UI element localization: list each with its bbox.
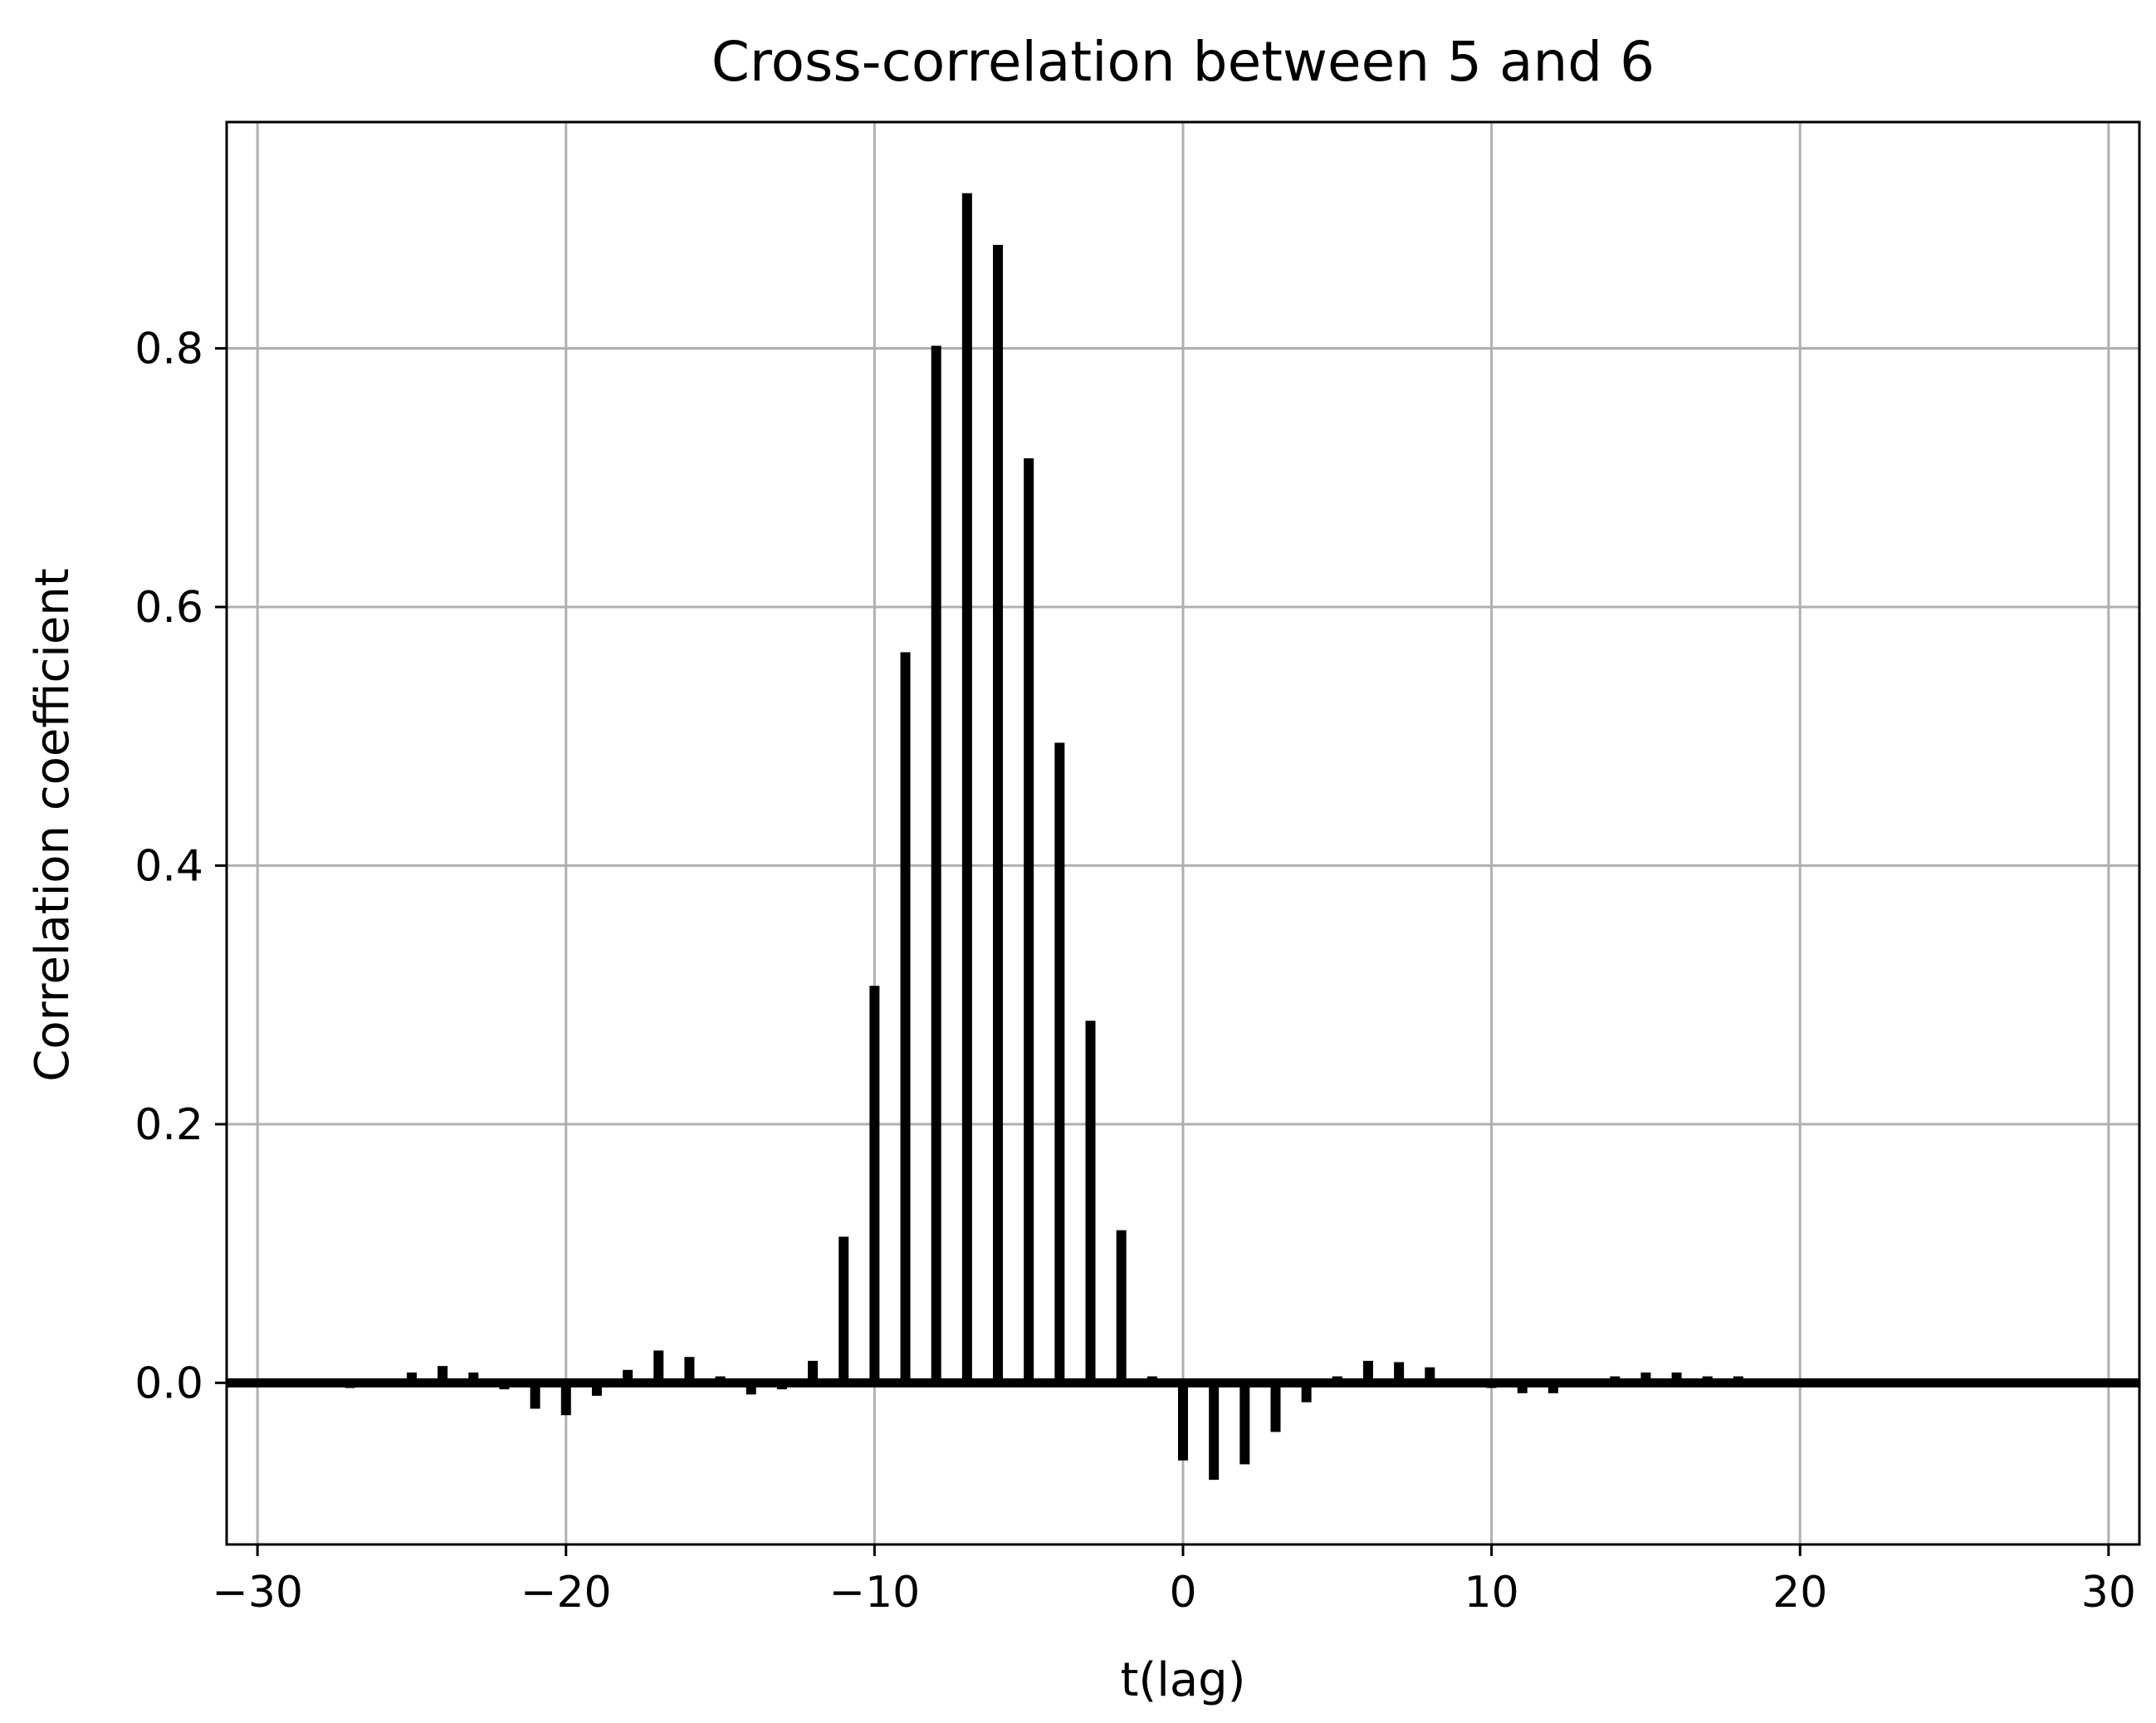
bar	[838, 1236, 849, 1383]
bar	[1116, 1230, 1127, 1383]
bar	[1024, 458, 1034, 1383]
bar	[560, 1383, 571, 1416]
y-tick-label: 0.0	[134, 1358, 203, 1408]
bar	[961, 193, 972, 1383]
bar	[808, 1360, 819, 1383]
y-tick-label: 0.2	[134, 1100, 203, 1150]
grid-layer	[227, 122, 2139, 1544]
bar	[1209, 1383, 1220, 1481]
bar	[1301, 1383, 1312, 1402]
x-tick-label: −30	[212, 1568, 303, 1618]
bar	[1054, 742, 1065, 1383]
bar	[1394, 1362, 1405, 1383]
bar	[653, 1350, 664, 1383]
y-axis-label: Correlation coefficient	[26, 568, 80, 1082]
x-axis-label: t(lag)	[1120, 1653, 1245, 1707]
bar	[900, 652, 911, 1383]
x-tick-label: 30	[2081, 1568, 2136, 1618]
ticks-layer: −30 −20 −10 0 10 20 30 0.0 0.2 0.4 0.6 0.8	[134, 325, 2136, 1618]
bar	[931, 345, 941, 1383]
x-tick-label: 0	[1169, 1568, 1196, 1618]
bar	[1362, 1360, 1373, 1383]
bar	[530, 1383, 540, 1409]
x-tick-label: −10	[829, 1568, 921, 1618]
bar	[1178, 1383, 1188, 1461]
bar	[869, 986, 880, 1383]
bar	[1085, 1021, 1096, 1383]
x-tick-label: −20	[521, 1568, 612, 1618]
y-tick-label: 0.6	[134, 583, 203, 633]
bar	[684, 1357, 695, 1383]
chart-title: Cross-correlation between 5 and 6	[711, 30, 1655, 94]
bar	[1239, 1383, 1250, 1465]
y-tick-label: 0.4	[134, 841, 203, 891]
x-tick-label: 20	[1772, 1568, 1827, 1618]
x-tick-label: 10	[1464, 1568, 1519, 1618]
bar	[1270, 1383, 1281, 1432]
bar	[993, 244, 1004, 1383]
y-tick-label: 0.8	[134, 325, 203, 374]
